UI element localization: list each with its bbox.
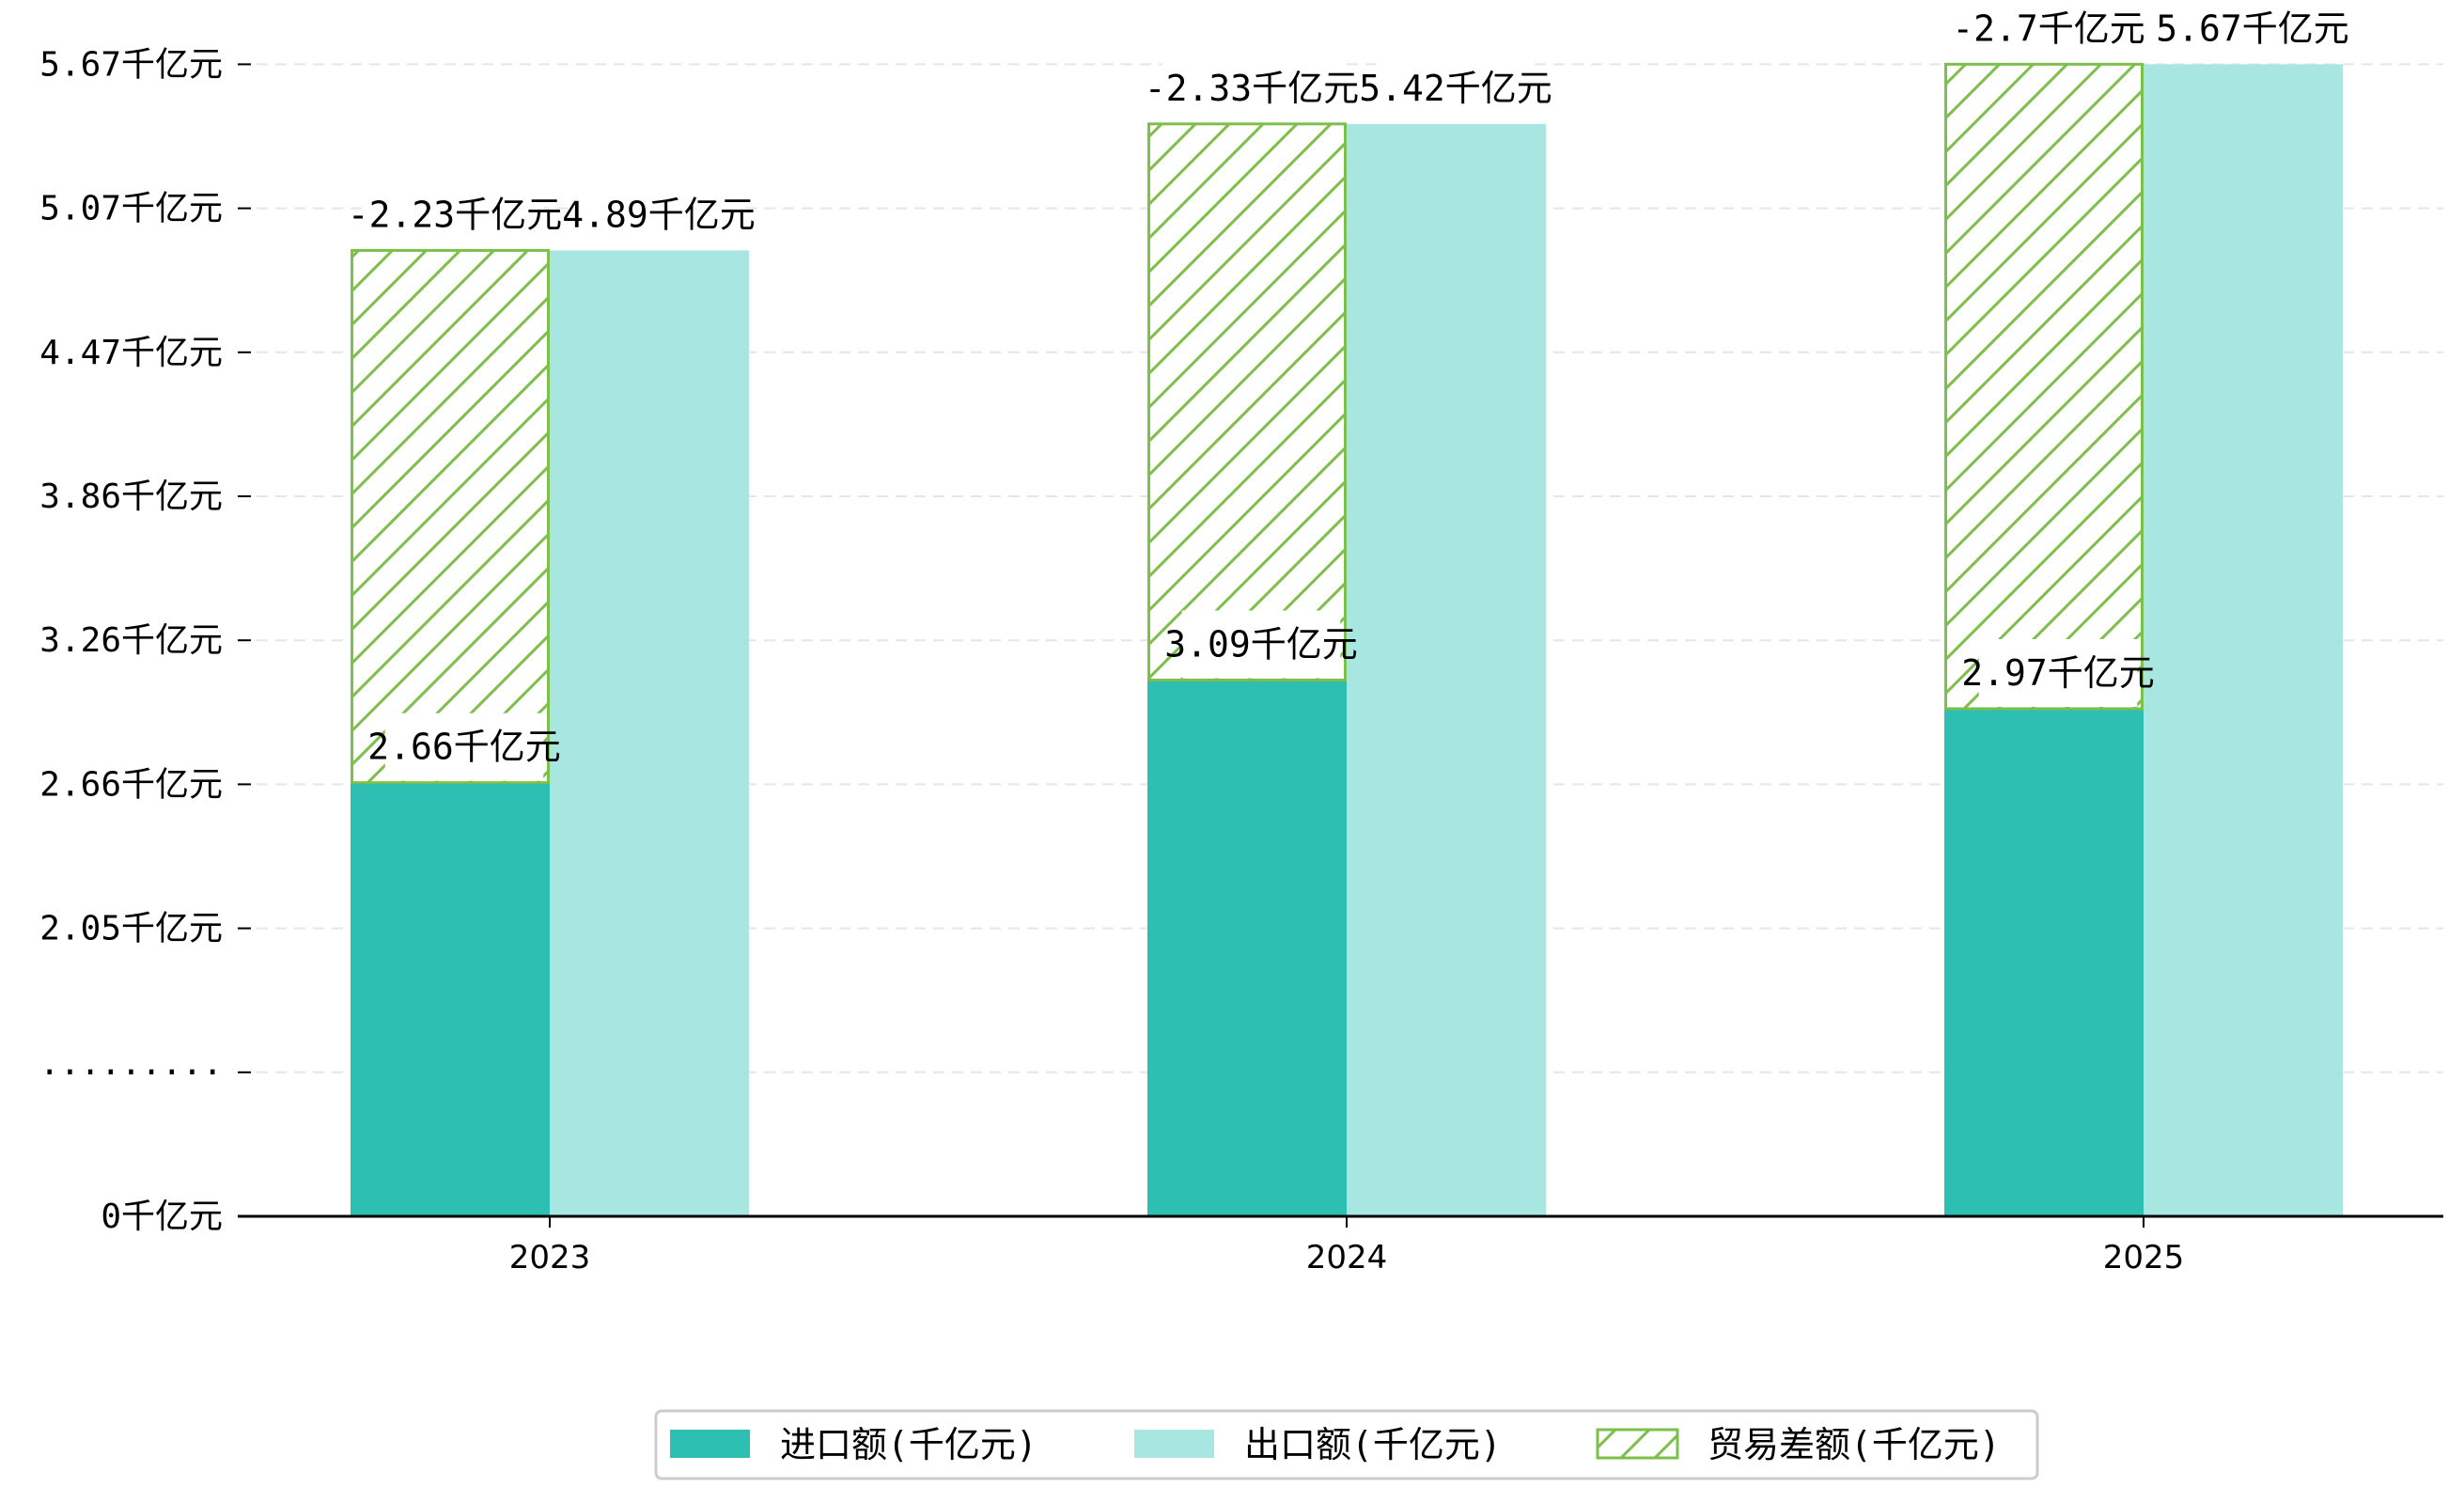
legend-label: 贸易差额(千亿元) — [1708, 1424, 2001, 1465]
export-value-label: 4.89千亿元 — [562, 194, 756, 235]
import-value-label-box — [1181, 610, 1341, 679]
export-value-label-box — [2173, 0, 2332, 63]
legend-swatch-balance — [1596, 1428, 1679, 1460]
export-value-label: 5.67千亿元 — [2156, 8, 2349, 49]
import-value-label: 2.97千亿元 — [1961, 652, 2155, 694]
balance-value-label: -2.7千亿元 — [1952, 8, 2145, 49]
export-value-label: 5.42千亿元 — [1359, 68, 1552, 109]
balance-value-label-box — [366, 180, 544, 249]
y-tick-label: ········· — [39, 1054, 223, 1092]
y-tick-label: 3.86千亿元 — [39, 478, 223, 516]
import-bar — [1147, 680, 1347, 1216]
y-tick-label: 5.07千亿元 — [39, 190, 223, 228]
legend-label: 出口额(千亿元) — [1244, 1424, 1502, 1465]
legend-label: 进口额(千亿元) — [780, 1424, 1037, 1465]
axes: 0千亿元 ········· 2.05千亿元 2.66千亿元 3.26千亿元 3.86千亿… — [39, 45, 2443, 1276]
y-tick-label: 3.26千亿元 — [39, 621, 223, 660]
balance-value-label-box — [1969, 0, 2129, 63]
import-value-label: 2.66千亿元 — [367, 727, 561, 768]
y-tick-label: 0千亿元 — [101, 1198, 223, 1236]
export-bar — [2144, 64, 2343, 1216]
bars — [351, 62, 2343, 1217]
y-tick-label: 2.66千亿元 — [39, 765, 223, 804]
import-value-label-box — [384, 712, 544, 781]
balance-bar — [1944, 62, 2144, 711]
export-bar — [1347, 123, 1546, 1217]
x-tick-label: 2024 — [1306, 1239, 1388, 1276]
y-tick-label: 2.05千亿元 — [39, 910, 223, 948]
balance-value-label: -2.23千亿元 — [348, 194, 562, 235]
import-value-label-box — [1978, 638, 2138, 707]
y-tick-label: 4.47千亿元 — [39, 334, 223, 372]
y-tick-label: 5.67千亿元 — [39, 45, 223, 84]
legend-frame — [654, 1409, 2039, 1480]
import-bar — [351, 782, 550, 1216]
balance-value-label-box — [1162, 54, 1341, 122]
x-tick-label: 2023 — [509, 1239, 591, 1276]
balance-bar — [351, 248, 550, 785]
x-tick-label: 2025 — [2103, 1239, 2185, 1276]
export-bar — [550, 250, 749, 1217]
import-bar — [1944, 708, 2144, 1216]
legend-swatch-import — [670, 1430, 750, 1458]
legend: 进口额(千亿元) 出口额(千亿元) 贸易差额(千亿元) — [654, 1409, 2039, 1480]
balance-bar — [1147, 122, 1347, 682]
balance-value-label: -2.33千亿元 — [1145, 68, 1359, 109]
export-value-label-box — [1376, 54, 1536, 122]
legend-swatch-export — [1134, 1430, 1214, 1458]
import-value-label: 3.09千亿元 — [1164, 624, 1358, 665]
data-labels: 4.89千亿元 2.66千亿元 -2.23千亿元 5.42千亿元 3.09千亿元 -2.3… — [348, 0, 2349, 781]
export-value-label-box — [579, 180, 739, 249]
